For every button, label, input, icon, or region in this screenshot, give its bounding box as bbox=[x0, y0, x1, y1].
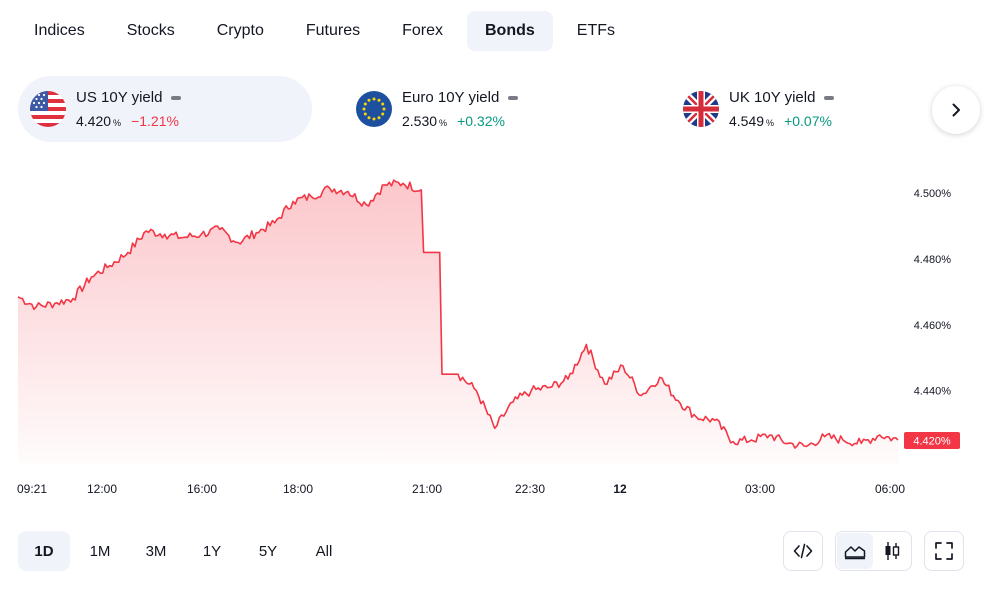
x-tick-label: 12 bbox=[613, 482, 627, 496]
last-value-badge bbox=[904, 431, 960, 449]
ticker-unit: % bbox=[766, 118, 775, 128]
x-tick-label: 03:00 bbox=[745, 482, 775, 496]
y-tick-label: 4.440% bbox=[914, 386, 952, 398]
candlestick-icon bbox=[885, 542, 900, 560]
range-1m[interactable]: 1M bbox=[89, 542, 111, 560]
eu-flag-icon bbox=[356, 91, 392, 127]
last-value-label: 4.420% bbox=[913, 435, 951, 447]
ticker-unit: % bbox=[113, 118, 122, 128]
market-tabs: Indices Stocks Crypto Futures Forex Bond… bbox=[16, 11, 633, 51]
chart-line-series bbox=[17, 179, 899, 449]
tab-indices[interactable]: Indices bbox=[34, 22, 85, 39]
y-tick-label: 4.460% bbox=[914, 320, 952, 332]
tab-etfs[interactable]: ETFs bbox=[576, 22, 615, 39]
x-tick-label: 18:00 bbox=[283, 482, 313, 496]
code-icon bbox=[793, 543, 813, 559]
x-tick-label: 16:00 bbox=[187, 482, 217, 496]
uk-flag-icon bbox=[683, 91, 719, 127]
area-chart-button[interactable] bbox=[837, 533, 873, 569]
x-tick-label: 22:30 bbox=[515, 482, 545, 496]
ticker-strip: US 10Y yield 4.420 % −1.21% Euro 10Y yie… bbox=[18, 76, 978, 142]
next-tickers-button[interactable] bbox=[932, 86, 980, 134]
market-closed-icon bbox=[171, 95, 182, 100]
ticker-euro-10y[interactable]: Euro 10Y yield 2.530 % +0.32% bbox=[356, 76, 656, 142]
x-tick-label: 09:21 bbox=[17, 482, 47, 496]
tab-bonds[interactable]: Bonds bbox=[467, 11, 553, 51]
range-5y[interactable]: 5Y bbox=[258, 542, 278, 560]
ticker-uk-10y[interactable]: UK 10Y yield 4.549 % +0.07% bbox=[683, 76, 923, 142]
market-closed-icon bbox=[824, 95, 835, 100]
range-all[interactable]: All bbox=[315, 542, 333, 560]
tab-forex[interactable]: Forex bbox=[402, 22, 443, 39]
range-3m[interactable]: 3M bbox=[145, 542, 167, 560]
fullscreen-button[interactable] bbox=[924, 531, 964, 571]
ticker-us-10y[interactable]: US 10Y yield 4.420 % −1.21% bbox=[18, 76, 312, 142]
range-selector: 1D 1M 3M 1Y 5Y All bbox=[18, 531, 350, 571]
fullscreen-icon bbox=[935, 542, 953, 560]
ticker-value: 4.549 bbox=[729, 113, 765, 129]
market-closed-icon bbox=[508, 95, 519, 100]
area-chart-icon bbox=[844, 546, 866, 560]
ticker-value: 2.530 bbox=[402, 113, 438, 129]
ticker-name: UK 10Y yield bbox=[729, 89, 816, 106]
ticker-change: +0.32% bbox=[457, 113, 505, 129]
ticker-name: Euro 10Y yield bbox=[402, 89, 500, 106]
us-flag-icon bbox=[30, 91, 66, 127]
embed-button[interactable] bbox=[783, 531, 823, 571]
tab-futures[interactable]: Futures bbox=[305, 22, 361, 39]
ticker-change: +0.07% bbox=[784, 113, 832, 129]
tab-stocks[interactable]: Stocks bbox=[126, 22, 175, 39]
ticker-unit: % bbox=[439, 118, 448, 128]
chevron-right-icon bbox=[952, 103, 960, 117]
candles-chart-button[interactable] bbox=[874, 533, 910, 569]
range-1y[interactable]: 1Y bbox=[202, 542, 222, 560]
ticker-name: US 10Y yield bbox=[76, 89, 163, 106]
yield-chart[interactable]: 4.500% 4.480% 4.460% 4.440% 4.420% 09:21 12:00… bbox=[0, 160, 985, 505]
x-tick-label: 12:00 bbox=[87, 482, 117, 496]
x-tick-label: 06:00 bbox=[875, 482, 905, 496]
ticker-change: −1.21% bbox=[131, 113, 179, 129]
chart-area-fill bbox=[18, 180, 898, 463]
y-tick-label: 4.500% bbox=[914, 188, 952, 200]
chart-style-toggle bbox=[835, 531, 912, 571]
ticker-value: 4.420 bbox=[76, 113, 112, 129]
y-tick-label: 4.480% bbox=[914, 254, 952, 266]
x-tick-label: 21:00 bbox=[412, 482, 442, 496]
range-1d[interactable]: 1D bbox=[18, 531, 70, 571]
tab-crypto[interactable]: Crypto bbox=[216, 22, 264, 39]
